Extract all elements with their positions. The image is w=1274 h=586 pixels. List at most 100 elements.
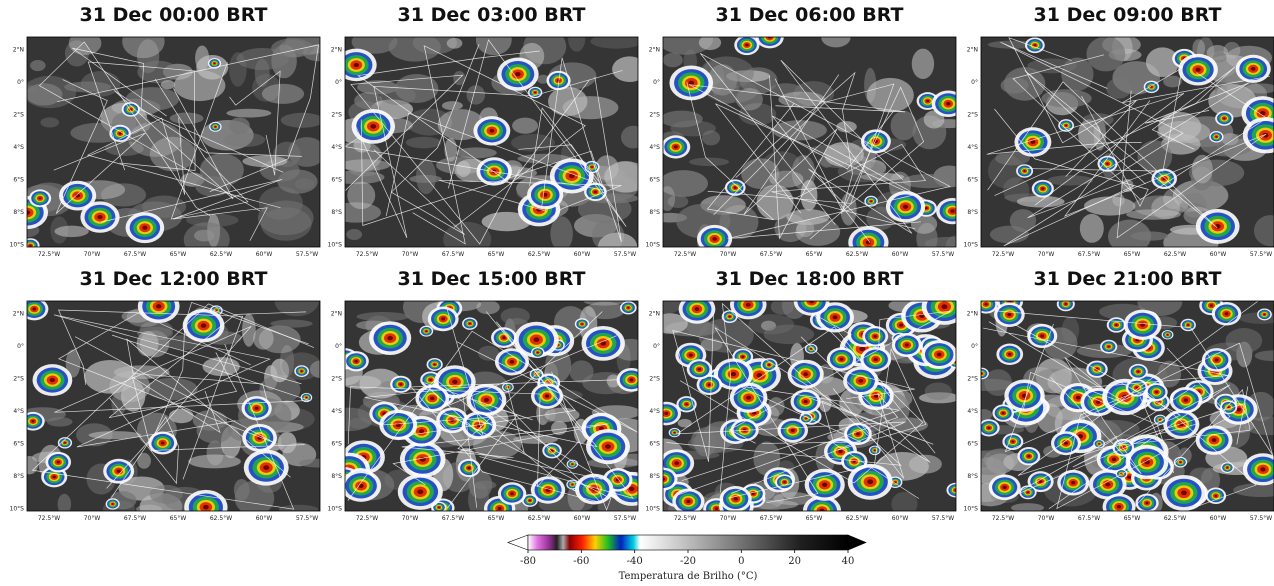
cloud — [27, 85, 38, 94]
lat-tick-label: 8°S — [331, 473, 342, 480]
panel-frame — [662, 36, 957, 248]
lat-tick-label: 4°S — [13, 408, 24, 415]
colorbar-tick-label: -40 — [627, 556, 643, 567]
panel-frame — [980, 36, 1274, 248]
border-line — [1063, 90, 1267, 239]
cloud — [761, 320, 776, 331]
lon-tick-label: 62.5°W — [1164, 515, 1186, 522]
panel-title: 31 Dec 03:00 BRT — [398, 4, 586, 26]
convective-cell — [730, 372, 737, 377]
cloud — [278, 504, 319, 511]
border-line — [1056, 347, 1231, 510]
cloud — [27, 75, 77, 109]
panel-frame — [662, 300, 957, 512]
border-line — [345, 74, 520, 245]
cloud — [196, 418, 232, 444]
convective-cell — [1195, 67, 1201, 72]
cloud — [988, 153, 1024, 189]
convective-cell — [664, 411, 669, 416]
cloud — [349, 164, 381, 177]
cloud — [836, 121, 857, 133]
lon-tick-label: 70°W — [84, 515, 101, 522]
convective-cell — [417, 489, 424, 495]
lon-tick-label: 60°W — [256, 515, 273, 522]
convective-cell — [902, 204, 909, 209]
convective-cell — [438, 506, 440, 509]
cloud — [786, 209, 830, 225]
convective-cell — [64, 442, 66, 444]
cloud — [405, 136, 442, 149]
panel-title: 31 Dec 12:00 BRT — [80, 268, 268, 290]
lon-tick-label: 57.5°W — [932, 251, 954, 258]
lat-tick-label: 4°S — [331, 144, 342, 151]
cloud — [667, 195, 689, 209]
cloud — [585, 301, 625, 320]
lat-tick-label: 8°S — [967, 473, 978, 480]
convective-cell — [29, 244, 32, 247]
convective-cell — [568, 173, 575, 179]
convective-cell — [430, 396, 435, 401]
lon-tick-label: 67.5°W — [124, 515, 146, 522]
lat-tick-label: 2°S — [967, 112, 978, 119]
convective-cell — [483, 397, 490, 403]
convective-cell — [605, 444, 611, 449]
cloud — [1191, 154, 1213, 184]
cloud — [568, 37, 586, 52]
border-line — [126, 338, 291, 478]
convective-cell — [593, 190, 597, 194]
cloud — [612, 56, 638, 83]
cloud — [257, 200, 314, 236]
panel-frame — [344, 36, 639, 248]
satellite-image — [981, 37, 1274, 247]
border-line — [686, 81, 795, 221]
cloud — [550, 216, 573, 247]
lat-tick-label: 6°S — [649, 441, 660, 448]
border-line — [437, 335, 617, 511]
convective-cell — [733, 186, 737, 189]
cloud — [229, 52, 247, 87]
cloud — [142, 195, 187, 218]
cloud — [466, 85, 486, 105]
convective-cell — [1106, 162, 1109, 165]
border-line — [715, 103, 934, 243]
cloud — [513, 435, 558, 444]
convective-cell — [904, 343, 909, 347]
convective-cell — [873, 335, 877, 338]
border-line — [1027, 82, 1249, 219]
border-line — [412, 45, 586, 245]
lon-tick-label: 70°W — [720, 251, 737, 258]
convective-cell — [865, 240, 872, 245]
convective-cell — [56, 460, 60, 464]
lat-tick-label: 2°S — [967, 376, 978, 383]
cloud — [763, 324, 815, 345]
lon-tick-label: 60°W — [256, 251, 273, 258]
cloud — [356, 311, 410, 322]
border-line — [345, 107, 607, 191]
cloud — [415, 158, 437, 195]
cloud — [891, 491, 918, 511]
panel-frame — [26, 300, 321, 512]
convective-cell — [1033, 44, 1037, 47]
lat-tick-label: 2°S — [331, 376, 342, 383]
convective-cell — [1064, 303, 1067, 305]
lat-tick-label: 10°S — [328, 242, 343, 249]
convective-cell — [629, 378, 634, 382]
lat-tick-label: 10°S — [328, 506, 343, 513]
lat-tick-label: 10°S — [964, 242, 979, 249]
cloud — [146, 377, 198, 401]
cloud — [590, 37, 638, 49]
border-line — [1050, 357, 1142, 475]
convective-cell — [1179, 461, 1182, 463]
cloud — [712, 80, 740, 105]
convective-cell — [118, 132, 122, 135]
lat-tick-label: 2°N — [967, 47, 978, 54]
convective-cell — [433, 363, 436, 366]
convective-cell — [615, 478, 620, 482]
lon-tick-label: 72.5°W — [992, 251, 1014, 258]
convective-cell — [1224, 312, 1229, 316]
convective-cell — [1071, 481, 1076, 485]
lat-tick-label: 0° — [971, 343, 978, 350]
lat-tick-label: 2°N — [649, 47, 660, 54]
cloud — [287, 137, 320, 167]
